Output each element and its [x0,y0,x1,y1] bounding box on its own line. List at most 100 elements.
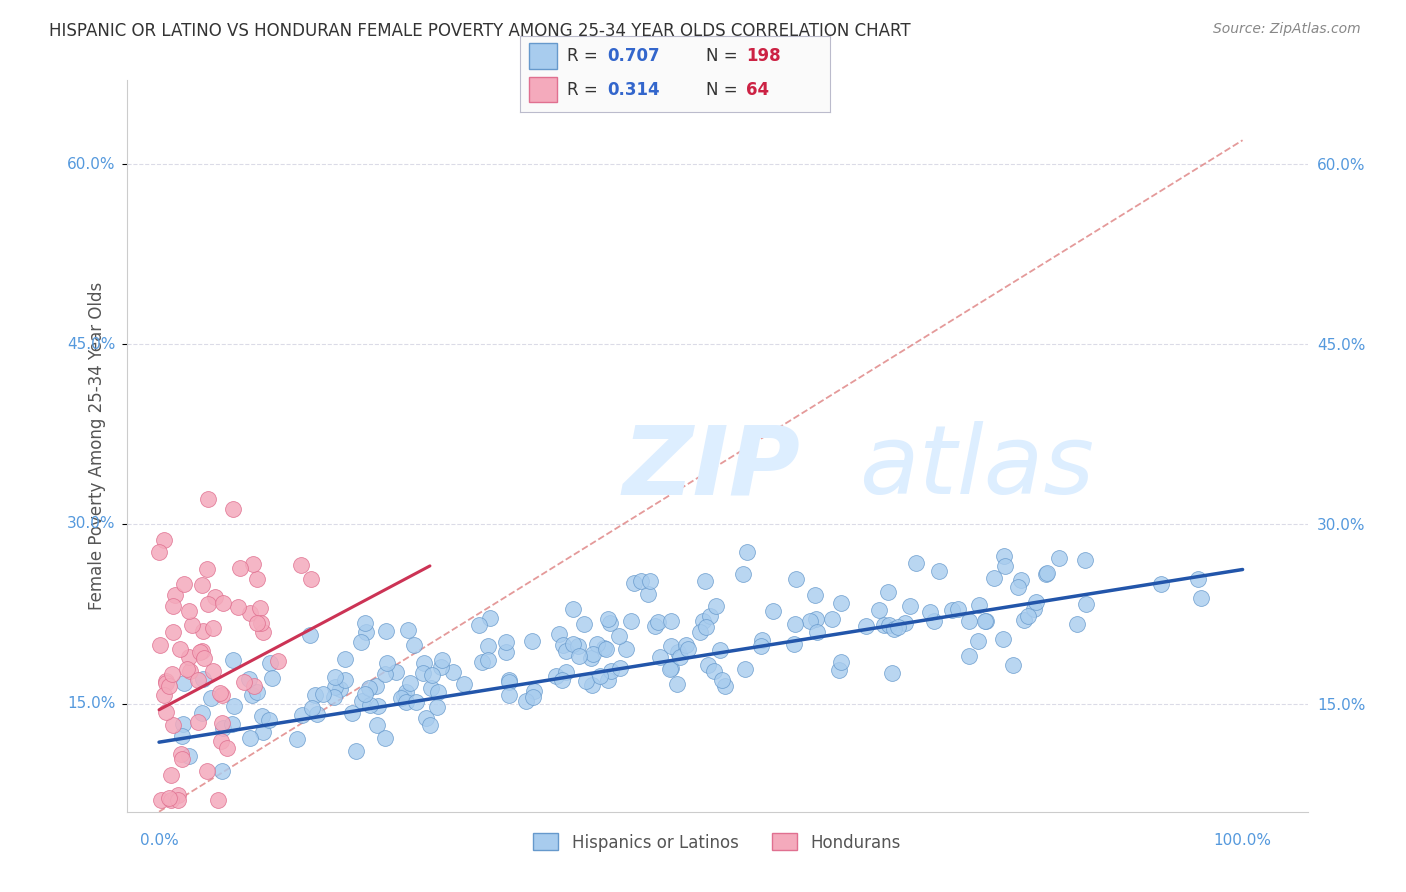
Point [389,690,412,705]
Point [873,618,896,632]
Point [699,609,721,624]
Point [402,638,425,652]
Point [877,585,900,599]
Point [898,599,921,614]
Point [211,596,233,610]
Point [918,605,941,619]
Point [828,664,851,678]
Legend: Hispanics or Latinos, Hondurans: Hispanics or Latinos, Hondurans [527,827,907,858]
Point [191,644,214,658]
Point [374,731,396,745]
Point [195,764,218,779]
Point [211,715,233,730]
Text: 64: 64 [747,80,769,98]
Text: 0.0%: 0.0% [139,833,179,848]
Point [249,601,271,615]
Point [966,633,988,648]
Point [162,624,184,639]
Point [1002,657,1025,672]
Point [609,661,631,675]
Point [413,656,436,670]
Point [160,768,183,782]
Point [260,671,283,685]
Point [396,623,419,637]
Point [299,572,322,586]
Point [211,689,233,703]
Point [598,673,620,688]
Point [468,618,491,632]
Point [187,714,209,729]
Point [304,688,326,702]
Point [384,665,406,680]
Point [830,596,852,610]
Point [364,679,387,693]
Point [307,707,329,722]
Point [522,690,544,704]
Point [259,656,281,670]
Point [412,666,434,681]
Point [155,674,177,689]
Text: N =: N = [706,47,742,65]
Point [581,678,603,692]
Point [596,612,619,626]
Point [630,574,652,588]
Point [197,562,219,576]
Text: 100.0%: 100.0% [1213,833,1271,848]
Point [290,558,312,573]
Point [799,614,821,628]
Point [477,653,499,667]
Point [312,687,335,701]
Point [477,639,499,653]
Point [751,639,773,653]
Point [426,685,449,699]
Point [350,635,373,649]
Point [430,660,453,674]
Point [181,618,204,632]
Point [333,652,356,666]
Point [562,602,585,616]
Point [520,633,543,648]
Point [693,574,716,588]
Text: HISPANIC OR LATINO VS HONDURAN FEMALE POVERTY AMONG 25-34 YEAR OLDS CORRELATION : HISPANIC OR LATINO VS HONDURAN FEMALE PO… [49,22,911,40]
Point [165,588,187,602]
Point [246,572,269,586]
Point [191,624,214,639]
Point [647,615,669,629]
Point [711,673,734,687]
Point [692,615,714,629]
Point [948,602,970,616]
Point [644,619,666,633]
Point [678,641,700,656]
Point [614,642,637,657]
Point [239,606,262,620]
Point [648,650,671,665]
Point [229,561,252,575]
Point [367,698,389,713]
Point [398,675,420,690]
Point [252,708,274,723]
Point [153,688,176,702]
Point [666,677,689,691]
Point [366,718,388,732]
Point [354,624,377,639]
Point [222,698,245,713]
Point [498,674,520,689]
Point [575,673,598,688]
Point [735,545,758,559]
Point [169,641,191,656]
Point [562,637,585,651]
Point [252,725,274,739]
Point [155,705,177,719]
Point [453,677,475,691]
Point [170,747,193,762]
Point [221,717,243,731]
Point [257,713,280,727]
Point [187,673,209,688]
Point [167,793,190,807]
Point [374,624,396,638]
Point [592,640,614,655]
Point [623,575,645,590]
Point [173,676,195,690]
Point [830,655,852,669]
FancyBboxPatch shape [530,77,557,103]
